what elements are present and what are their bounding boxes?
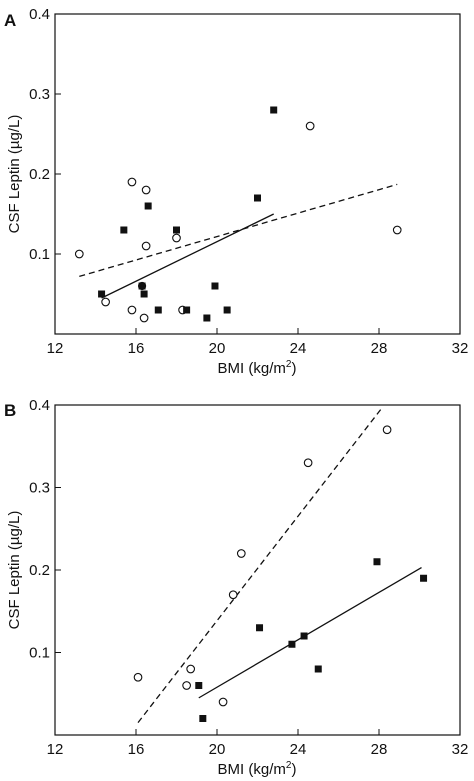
panel-a-x-axis-label-main: BMI (kg/m <box>218 360 286 377</box>
panel-b-y-axis-label: CSF Leptin (µg/L) <box>6 511 23 630</box>
panel-b-y-tick-label: 0.1 <box>29 645 50 662</box>
panel-b-y-ticks: 0.1 0.2 0.3 0.4 <box>29 397 61 662</box>
panel-b: B 12 16 20 24 28 32 0.10.20.30.4 BMI (kg/m2) … <box>4 397 468 778</box>
panel-b-x-tick-label: 32 <box>452 741 469 758</box>
panel-a-filled-circle-point <box>137 281 147 291</box>
panel-a: A 12 16 20 24 28 32 0.10.20.30.4 BMI (kg/m2) … <box>4 6 468 377</box>
panel-a-x-ticks: 12 16 20 24 28 32 <box>47 328 469 357</box>
panel-b-circle-point <box>228 590 238 600</box>
panel-b-circle-point <box>236 549 246 558</box>
panel-a-square-point <box>120 226 128 234</box>
panel-b-circle-point <box>382 425 392 435</box>
panel-b-square-point <box>288 640 296 648</box>
panel-b-label: B <box>4 401 16 420</box>
panel-a-x-tick-label: 32 <box>452 340 469 357</box>
panel-a-x-tick-label: 24 <box>290 340 307 357</box>
panel-b-regression-lines <box>137 408 422 724</box>
panel-a-y-tick-label: 0.1 <box>29 246 50 263</box>
panel-a-circle-point <box>74 249 84 259</box>
panel-b-x-axis-label-main: BMI (kg/m <box>218 761 286 778</box>
panel-a-square-point <box>140 290 148 298</box>
panel-b-square-point <box>314 665 322 673</box>
panel-a-y-tick-label: 0.2 <box>29 166 50 183</box>
panel-a-y-axis-label: CSF Leptin (µg/L) <box>6 115 23 234</box>
panel-b-x-tick-label: 12 <box>47 741 64 758</box>
panel-b-square-point <box>195 682 203 689</box>
panel-b-square-point <box>373 558 381 566</box>
panel-b-circle-point <box>186 664 196 674</box>
panel-a-x-axis-label: BMI (kg/m2) <box>218 359 297 377</box>
panel-a-square-point <box>98 290 106 298</box>
panel-b-x-axis-label: BMI (kg/m2) <box>218 760 297 778</box>
panel-b-y-tick-label: 0.2 <box>29 562 50 579</box>
panel-b-square-point <box>420 574 428 582</box>
panel-a-circle-point <box>392 225 402 235</box>
panel-a-circle-point <box>127 305 137 315</box>
panel-b-square-point <box>256 624 264 632</box>
panel-a-y-tick-label: 0.3 <box>29 86 50 103</box>
panel-a-dashed-regression-line <box>79 183 398 278</box>
panel-a-square-point <box>270 106 278 114</box>
panel-a-y-tick-label: 0.4 <box>29 6 50 23</box>
panel-a-square-point <box>173 226 180 234</box>
panel-a-square-point <box>183 306 191 314</box>
panel-b-circle-point <box>303 458 313 468</box>
panel-a-plot-frame <box>54 13 461 335</box>
panel-b-x-tick-label: 24 <box>290 741 307 758</box>
panel-a-label: A <box>4 11 16 30</box>
panel-a-circle-point <box>101 297 110 307</box>
panel-b-plot-frame <box>54 404 461 736</box>
panel-a-square-point <box>254 194 261 202</box>
panel-b-circle-point <box>182 681 191 690</box>
panel-b-points <box>133 425 428 722</box>
panel-a-solid-regression-line <box>101 213 274 299</box>
panel-a-circle-point <box>305 121 315 131</box>
panel-a-x-tick-label: 28 <box>371 340 388 357</box>
panel-a-circle-point <box>127 177 137 187</box>
panel-a-circle-point <box>172 233 181 243</box>
panel-b-circle-point <box>218 697 228 707</box>
panel-a-circle-point <box>141 241 151 251</box>
panel-a-square-point <box>154 306 162 314</box>
panel-a-x-tick-label: 12 <box>47 340 64 357</box>
panel-a-points <box>74 106 402 323</box>
panel-b-x-axis-label-sup: 2 <box>286 760 292 771</box>
panel-a-y-ticks: 0.1 0.2 0.3 0.4 <box>29 6 61 263</box>
panel-a-circle-point <box>139 313 149 323</box>
panel-a-x-axis-label-close: ) <box>291 360 296 377</box>
panel-a-square-point <box>211 282 219 290</box>
panel-b-square-point <box>199 715 207 722</box>
panel-b-x-tick-label: 28 <box>371 741 388 758</box>
panel-a-circle-point <box>141 185 151 195</box>
panel-b-x-ticks: 12 16 20 24 28 32 <box>47 729 469 758</box>
panel-b-circle-point <box>133 672 143 682</box>
panel-a-regression-lines <box>79 183 398 299</box>
panel-b-solid-regression-line <box>198 566 422 699</box>
panel-b-x-tick-label: 20 <box>209 741 226 758</box>
panel-a-x-tick-label: 20 <box>209 340 226 357</box>
panel-a-x-tick-label: 16 <box>128 340 145 357</box>
panel-a-square-point <box>203 314 211 322</box>
panel-b-x-axis-label-close: ) <box>291 761 296 778</box>
panel-a-x-axis-label-sup: 2 <box>286 359 292 370</box>
panel-b-y-tick-label: 0.3 <box>29 480 50 497</box>
panel-b-x-tick-label: 16 <box>128 741 145 758</box>
panel-b-y-tick-label: 0.4 <box>29 397 50 414</box>
panel-b-dashed-regression-line <box>137 408 382 724</box>
panel-b-square-point <box>300 632 308 640</box>
panel-a-square-point <box>223 306 231 314</box>
panel-a-square-point <box>144 202 152 210</box>
